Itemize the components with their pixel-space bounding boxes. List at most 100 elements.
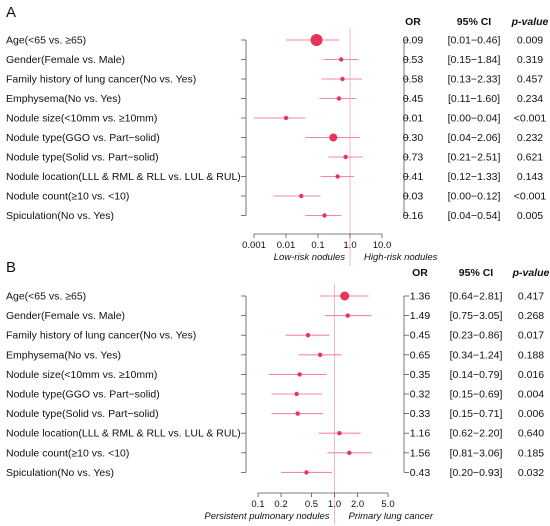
ci-value: [0.81−3.06]: [450, 447, 503, 459]
p-value: <0.001: [514, 191, 547, 203]
p-value: 0.017: [518, 330, 544, 342]
ci-value: [0.62−2.20]: [450, 428, 503, 440]
p-value: 0.457: [517, 74, 543, 86]
or-value: 1.56: [410, 447, 431, 459]
or-point: [283, 115, 289, 121]
or-point: [305, 333, 311, 338]
p-value: 0.621: [517, 152, 543, 164]
row-label: Nodule type(GGO vs. Part−solid): [6, 132, 160, 144]
or-value: 0.33: [410, 408, 431, 420]
p-value: 0.640: [518, 428, 544, 440]
right-caption: Primary lung cancer: [349, 511, 434, 522]
or-value: 0.43: [410, 467, 431, 479]
or-point: [343, 154, 348, 160]
or-point: [295, 411, 300, 416]
left-caption: Low-risk nodules: [274, 252, 346, 263]
x-tick-label: 0.1: [311, 240, 324, 251]
row-label: Age(<65 vs. ≥65): [6, 35, 86, 47]
or-point: [318, 352, 323, 357]
or-point: [338, 57, 344, 62]
header-p-value: p-value: [512, 267, 550, 279]
or-value: 0.01: [403, 113, 424, 125]
row-label: Nodule count(≥10 vs. <10): [6, 191, 129, 203]
header-or: OR: [412, 267, 428, 279]
or-value: 0.45: [410, 330, 431, 342]
x-tick-label: 1.0: [328, 499, 341, 510]
row-label: Nodule size(<10mm vs. ≥10mm): [6, 369, 157, 381]
p-value: 0.006: [518, 408, 544, 420]
panel-letter-b: B: [6, 259, 16, 276]
row-label: Nodule location(LLL & RML & RLL vs. LUL …: [6, 428, 241, 440]
row-label: Age(<65 vs. ≥65): [6, 291, 86, 303]
p-value: 0.005: [517, 210, 543, 222]
or-point: [294, 391, 299, 397]
x-tick-label: 10.0: [373, 240, 392, 251]
ci-value: [0.20−0.93]: [450, 467, 503, 479]
or-value: 0.16: [403, 210, 424, 222]
row-label: Emphysema(No vs. Yes): [6, 349, 121, 361]
p-value: 0.417: [518, 291, 544, 303]
or-point: [304, 470, 309, 475]
or-point: [345, 313, 350, 318]
or-point: [322, 213, 327, 218]
x-tick-label: 0.2: [274, 499, 287, 510]
right-caption: High-risk nodules: [364, 252, 438, 263]
row-label: Emphysema(No vs. Yes): [6, 93, 121, 105]
row-label: Nodule count(≥10 vs. <10): [6, 447, 129, 459]
ci-value: [0.15−0.69]: [450, 389, 503, 401]
ci-value: [0.34−1.24]: [450, 349, 503, 361]
x-tick-label: 0.1: [251, 499, 264, 510]
p-value: 0.004: [518, 389, 544, 401]
row-label: Nodule location(LLL & RML & RLL vs. LUL …: [6, 171, 241, 183]
row-label: Family history of lung cancer(No vs. Yes…: [6, 74, 196, 86]
header-95ci: 95% CI: [459, 267, 494, 279]
x-tick-label: 2.0: [351, 499, 364, 510]
ci-value: [0.75−3.05]: [450, 310, 503, 322]
left-caption: Persistent pulmonary nodules: [204, 511, 329, 522]
x-tick-label: 0.01: [277, 240, 296, 251]
p-value: 0.143: [517, 171, 543, 183]
ci-value: [0.15−1.84]: [448, 54, 501, 66]
header-or: OR: [405, 16, 421, 28]
or-point: [310, 34, 323, 46]
or-point: [337, 431, 342, 436]
or-value: 0.45: [403, 93, 424, 105]
or-value: 1.36: [410, 291, 431, 303]
or-value: 0.58: [403, 74, 424, 86]
p-value: 0.009: [517, 35, 543, 47]
or-value: 0.03: [403, 191, 424, 203]
or-point: [329, 133, 338, 142]
or-value: 1.16: [410, 428, 431, 440]
p-value: 0.234: [517, 93, 543, 105]
or-point: [347, 450, 352, 455]
p-value: <0.001: [514, 113, 547, 125]
row-label: Spiculation(No vs. Yes): [6, 210, 114, 222]
ci-value: [0.13−2.33]: [448, 74, 501, 86]
x-tick-label: 5.0: [381, 499, 394, 510]
ci-value: [0.23−0.86]: [450, 330, 503, 342]
panel-letter-a: A: [6, 4, 16, 21]
row-label: Spiculation(No vs. Yes): [6, 467, 114, 479]
p-value: 0.185: [518, 447, 544, 459]
or-point: [336, 96, 342, 101]
row-label: Gender(Female vs. Male): [6, 54, 125, 66]
or-value: 0.65: [410, 349, 431, 361]
p-value: 0.268: [518, 310, 544, 322]
or-value: 0.35: [410, 369, 431, 381]
or-value: 0.53: [403, 54, 424, 66]
or-point: [299, 193, 304, 199]
or-value: 0.73: [403, 152, 424, 164]
or-value: 0.32: [410, 389, 431, 401]
p-value: 0.319: [517, 54, 543, 66]
or-value: 1.49: [410, 310, 431, 322]
or-point: [297, 372, 302, 377]
x-tick-label: 1.0: [343, 240, 356, 251]
or-value: 0.09: [403, 35, 424, 47]
p-value: 0.188: [518, 349, 544, 361]
ci-value: [0.15−0.71]: [450, 408, 503, 420]
row-label: Nodule type(Solid vs. Part−solid): [6, 408, 159, 420]
ci-value: [0.04−2.06]: [448, 132, 501, 144]
p-value: 0.016: [518, 369, 544, 381]
or-point: [340, 291, 350, 301]
